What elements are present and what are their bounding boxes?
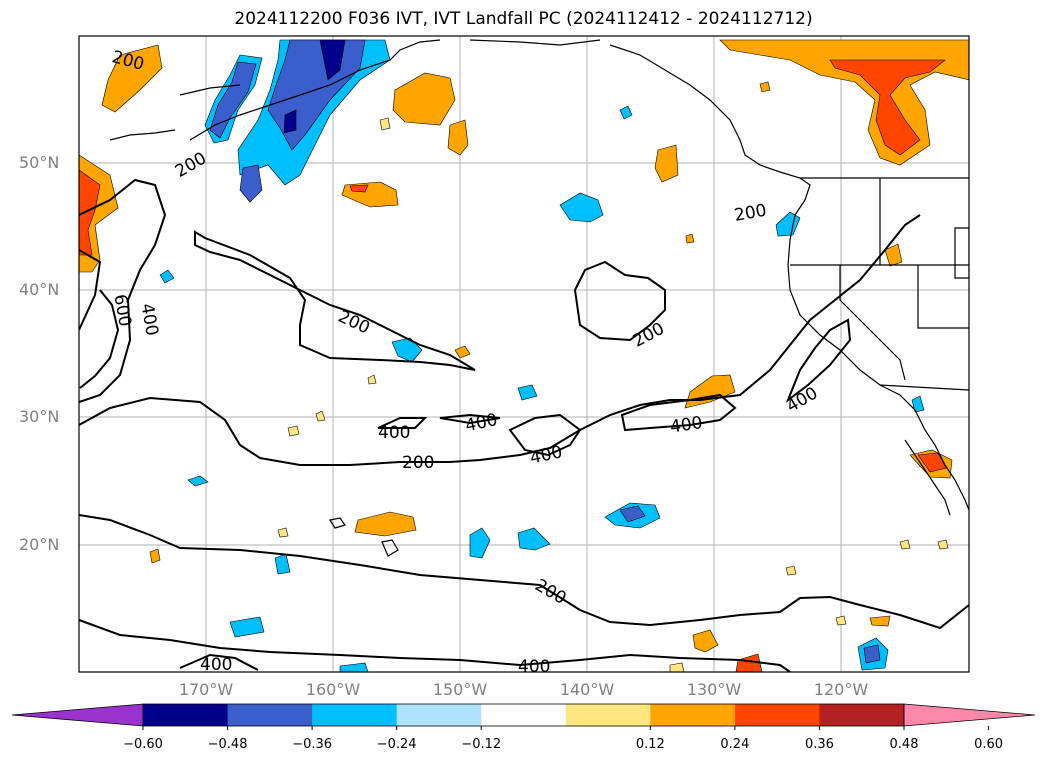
gridlines	[79, 36, 969, 672]
longitude-label: 160°W	[305, 680, 361, 699]
contour-label: 200	[402, 453, 434, 473]
longitude-label: 150°W	[432, 680, 488, 699]
longitude-label: 120°W	[813, 680, 869, 699]
colorbar-segment	[143, 704, 229, 726]
longitude-label: 140°W	[559, 680, 615, 699]
latitude-label: 50°N	[19, 153, 60, 172]
colorbar-segment	[396, 704, 482, 726]
colorbar-tick-label: −0.60	[123, 737, 163, 752]
latitude-label: 20°N	[19, 535, 60, 554]
colorbar-outline	[142, 703, 905, 727]
contour-label: 400	[200, 655, 232, 675]
colorbar	[11, 703, 1036, 730]
latitude-label: 30°N	[19, 407, 60, 426]
colorbar-extend-low	[11, 703, 144, 727]
contour-label: 400	[669, 413, 704, 437]
colorbar-tick-label: 0.24	[720, 737, 750, 752]
colorbar-tick-label: −0.24	[376, 737, 417, 752]
colorbar-segment	[819, 704, 905, 726]
map-frame	[78, 35, 970, 673]
colorbar-segment	[565, 704, 651, 726]
colorbar-tick-label: −0.12	[461, 737, 502, 752]
map-title: 2024112200 F036 IVT, IVT Landfall PC (20…	[234, 9, 813, 29]
positive-shading	[79, 39, 969, 672]
ivt-contours	[79, 178, 969, 672]
colorbar-segment	[312, 704, 398, 726]
colorbar-tick-label: −0.36	[292, 737, 333, 752]
longitude-label: 170°W	[178, 680, 234, 699]
contour-label: 400	[378, 423, 410, 443]
colorbar-segment	[481, 704, 567, 726]
colorbar-tick-label: 0.48	[889, 737, 919, 752]
longitude-label: 130°W	[686, 680, 742, 699]
colorbar-tick-label: 0.60	[974, 737, 1004, 752]
map-background	[79, 36, 969, 672]
ivt-map: 200 200 200 200 200 200 200 400 400 400 …	[78, 35, 970, 677]
colorbar-segment	[227, 704, 313, 726]
latitude-label: 40°N	[19, 280, 60, 299]
colorbar-tick-label: 0.36	[804, 737, 834, 752]
colorbar-tick-label: 0.12	[635, 737, 665, 752]
colorbar-segment	[734, 704, 820, 726]
negative-shading	[159, 39, 925, 672]
colorbar-extend-high	[903, 703, 1036, 727]
colorbar-tick-label: −0.48	[207, 737, 248, 752]
colorbar-segment	[650, 704, 736, 726]
coastlines	[109, 39, 969, 557]
contour-label: 400	[518, 657, 550, 677]
